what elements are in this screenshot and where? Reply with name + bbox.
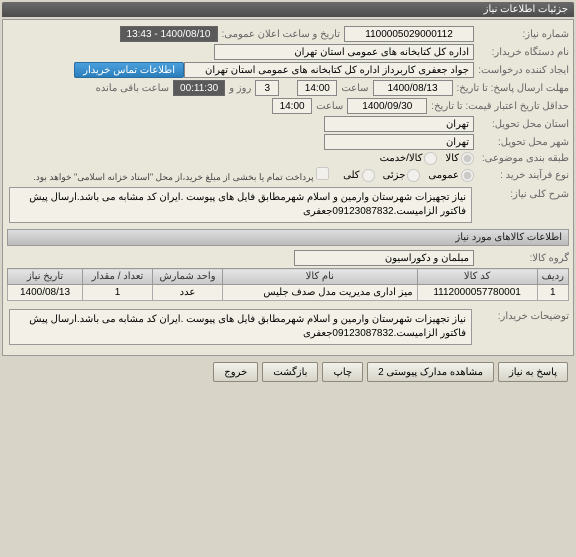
- buytype-radio-group: عمومی جزئی کلی: [335, 169, 474, 182]
- treasury-checkbox: [316, 167, 329, 180]
- value-buyer-notes: نیاز تجهیزات شهرستان وارمین و اسلام شهرم…: [9, 309, 472, 345]
- label-day-and: روز و: [225, 83, 255, 94]
- label-req-city: استان محل تحویل:: [474, 119, 569, 130]
- buy-note: پرداخت تمام یا بخشی از مبلغ خرید،از محل …: [33, 167, 329, 183]
- cell-code: 1112000057780001: [417, 285, 537, 301]
- print-button[interactable]: چاپ: [322, 362, 363, 382]
- main-panel: شماره نیاز: 1100005029000112 تاریخ و ساع…: [2, 19, 574, 356]
- label-hour-1: ساعت: [337, 83, 372, 94]
- th-date: تاریخ نیاز: [8, 269, 83, 285]
- value-deliv-city: تهران: [324, 134, 474, 150]
- label-goods-group: گروه کالا:: [474, 253, 569, 264]
- label-hour-2: ساعت: [312, 101, 347, 112]
- cell-row: 1: [537, 285, 568, 301]
- section-goods-info: اطلاعات کالاهای مورد نیاز: [7, 229, 569, 246]
- cell-qty: 1: [83, 285, 153, 301]
- value-valid-hour: 14:00: [272, 98, 312, 114]
- value-req-no: 1100005029000112: [344, 26, 474, 42]
- label-req-no: شماره نیاز:: [474, 29, 569, 40]
- label-buy-type: نوع فرآیند خرید :: [474, 170, 569, 181]
- value-remain-days: 3: [255, 80, 279, 96]
- view-attachments-button[interactable]: مشاهده مدارک پیوستی 2: [367, 362, 494, 382]
- window-title: جزئیات اطلاعات نیاز: [484, 4, 568, 15]
- th-code: کد کالا: [417, 269, 537, 285]
- value-remain-time: 00:11:30: [173, 80, 225, 96]
- value-deadline-date: 1400/08/13: [373, 80, 453, 96]
- th-unit: واحد شمارش: [153, 269, 223, 285]
- label-requester: ایجاد کننده درخواست:: [474, 65, 569, 76]
- value-deadline-hour: 14:00: [297, 80, 337, 96]
- value-requester: جواد جعفری کاربرداز اداره کل کتابخانه ها…: [184, 62, 474, 78]
- table-row[interactable]: 1 1112000057780001 میز اداری مدیریت مدل …: [8, 285, 569, 301]
- goods-table: ردیف کد کالا نام کالا واحد شمارش تعداد /…: [7, 268, 569, 301]
- radio-normal[interactable]: عمومی: [428, 169, 474, 182]
- back-button[interactable]: بازگشت: [262, 362, 318, 382]
- category-radio-group: کالا کالا/خدمت: [372, 152, 474, 165]
- label-full-desc: شرح کلی نیاز:: [474, 185, 569, 200]
- label-remain: ساعت باقی مانده: [92, 83, 173, 94]
- radio-full[interactable]: کلی: [343, 169, 374, 182]
- radio-goods[interactable]: کالا: [445, 152, 474, 165]
- label-buyer-org: نام دستگاه خریدار:: [474, 47, 569, 58]
- button-bar: پاسخ به نیاز مشاهده مدارک پیوستی 2 چاپ ب…: [2, 358, 574, 386]
- radio-partial[interactable]: جزئی: [383, 169, 421, 182]
- th-name: نام کالا: [223, 269, 418, 285]
- label-buyer-notes: توضیحات خریدار:: [474, 307, 569, 322]
- th-qty: تعداد / مقدار: [83, 269, 153, 285]
- value-announce: 1400/08/10 - 13:43: [120, 26, 218, 42]
- cell-unit: عدد: [153, 285, 223, 301]
- window-titlebar: جزئیات اطلاعات نیاز: [2, 2, 574, 17]
- contact-buyer-button[interactable]: اطلاعات تماس خریدار: [74, 62, 184, 78]
- th-row: ردیف: [537, 269, 568, 285]
- value-req-city: تهران: [324, 116, 474, 132]
- label-category: طبقه بندی موضوعی:: [474, 153, 569, 164]
- cell-name: میز اداری مدیریت مدل صدف جلیس: [223, 285, 418, 301]
- label-announce: تاریخ و ساعت اعلان عمومی:: [218, 29, 345, 40]
- respond-button[interactable]: پاسخ به نیاز: [498, 362, 568, 382]
- value-goods-group: مبلمان و دکوراسیون: [294, 250, 474, 266]
- exit-button[interactable]: خروج: [213, 362, 258, 382]
- label-valid-deadline: حداقل تاریخ اعتبار قیمت: تا تاریخ:: [427, 101, 569, 112]
- label-deadline: مهلت ارسال پاسخ: تا تاریخ:: [453, 83, 569, 94]
- value-buyer-org: اداره کل کتابخانه های عمومی استان تهران: [214, 44, 474, 60]
- cell-date: 1400/08/13: [8, 285, 83, 301]
- radio-service[interactable]: کالا/خدمت: [380, 152, 438, 165]
- value-full-desc: نیاز تجهیزات شهرستان وارمین و اسلام شهرم…: [9, 187, 472, 223]
- value-valid-date: 1400/09/30: [347, 98, 427, 114]
- label-deliv-city: شهر محل تحویل:: [474, 137, 569, 148]
